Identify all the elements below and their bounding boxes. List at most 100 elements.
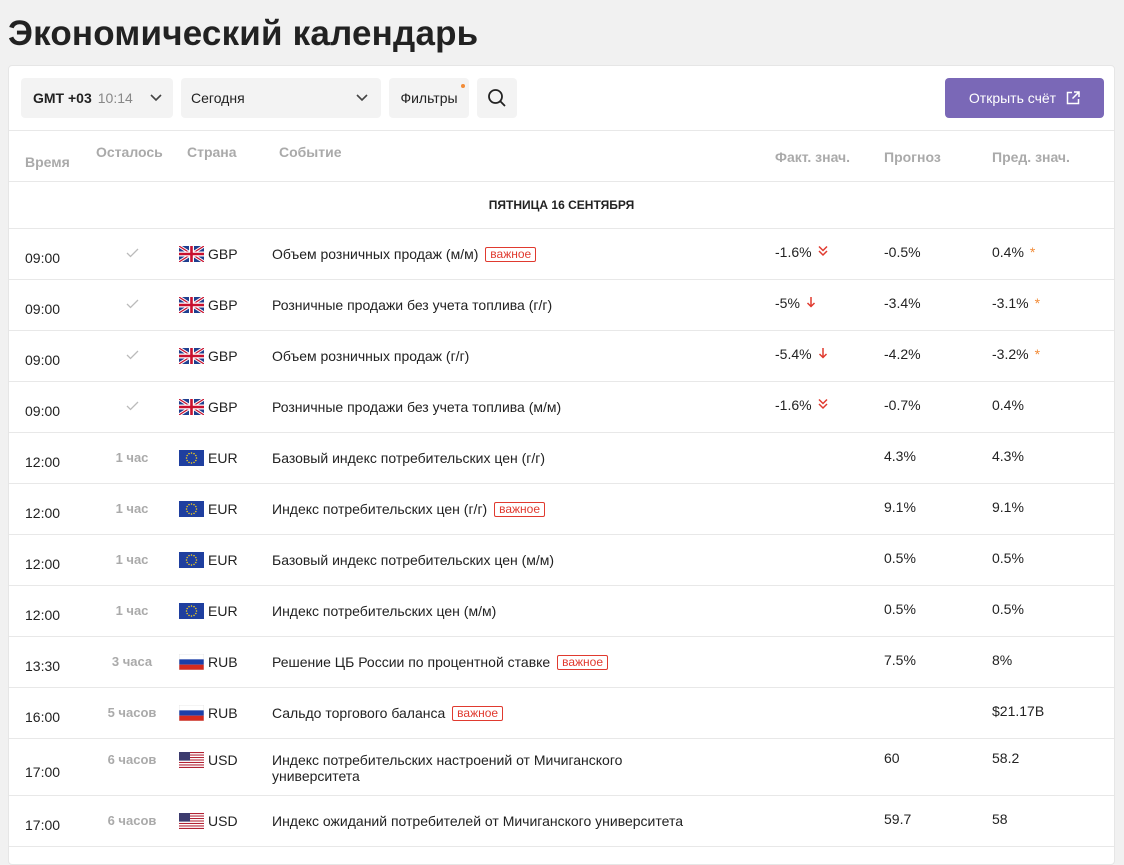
event-title[interactable]: Индекс потребительских цен (г/г)	[272, 501, 488, 517]
date-select[interactable]: Сегодня	[181, 78, 381, 118]
chevron-down-icon	[356, 94, 368, 102]
important-badge: важное	[452, 706, 504, 721]
event-title[interactable]: Розничные продажи без учета топлива (м/м…	[272, 399, 562, 415]
event-name[interactable]: Базовый индекс потребительских цен (м/м)	[272, 552, 712, 568]
event-title[interactable]: Базовый индекс потребительских цен (г/г)	[272, 450, 546, 466]
event-remaining: 1 час	[69, 552, 195, 567]
event-name[interactable]: Розничные продажи без учета топлива (м/м…	[272, 399, 712, 415]
event-name[interactable]: Базовый индекс потребительских цен (г/г)	[272, 450, 712, 466]
remaining-value: 6 часов	[107, 813, 157, 828]
event-remaining: 6 часов	[69, 813, 195, 828]
open-account-button[interactable]: Открыть счёт	[945, 78, 1104, 118]
important-badge: важное	[485, 247, 537, 262]
event-currency: RUB	[208, 705, 238, 721]
event-title[interactable]: Объем розничных продаж (м/м)	[272, 246, 479, 262]
event-forecast: -3.4%	[884, 295, 921, 311]
event-title[interactable]: Решение ЦБ России по процентной ставке	[272, 654, 551, 670]
event-name[interactable]: Объем розничных продаж (м/м) важное	[272, 246, 712, 262]
table-row[interactable]: 09:00 GBP Объем розничных продаж (г/г) -5.4…	[9, 331, 1114, 382]
event-forecast: 9.1%	[884, 499, 916, 515]
flag-eu-icon	[179, 552, 204, 568]
event-name[interactable]: Индекс потребительских цен (г/г) важное	[272, 501, 712, 517]
timezone-select[interactable]: GMT +03 10:14	[21, 78, 173, 118]
actual-value: -5%	[775, 295, 800, 311]
col-country[interactable]: Страна	[187, 144, 237, 160]
col-event[interactable]: Событие	[279, 144, 342, 160]
flag-eu-icon	[179, 603, 204, 619]
event-previous: -3.1% *	[992, 295, 1040, 311]
revised-star-icon: *	[1029, 244, 1036, 260]
event-forecast: 59.7	[884, 811, 912, 827]
table-row[interactable]: 09:00 GBP Объем розничных продаж (м/м) важ…	[9, 229, 1114, 280]
col-actual[interactable]: Факт. знач.	[775, 149, 851, 165]
table-row[interactable]: 16:00 5 часов RUB Сальдо торгового баланса …	[9, 688, 1114, 739]
done-check-icon	[126, 399, 139, 414]
event-currency: EUR	[208, 501, 238, 517]
event-title[interactable]: Объем розничных продаж (г/г)	[272, 348, 470, 364]
date-select-value: Сегодня	[191, 90, 245, 106]
event-name[interactable]: Объем розничных продаж (г/г)	[272, 348, 712, 364]
event-country: RUB	[179, 654, 238, 670]
double-chevron-down-icon	[818, 244, 828, 260]
event-country: EUR	[179, 450, 238, 466]
col-previous[interactable]: Пред. знач.	[992, 149, 1070, 165]
event-title[interactable]: Индекс ожиданий потребителей от Мичиганс…	[272, 813, 683, 829]
remaining-value: 1 час	[115, 501, 149, 516]
arrow-down-icon	[818, 346, 828, 362]
event-remaining	[69, 348, 195, 363]
event-currency: EUR	[208, 552, 238, 568]
done-check-icon	[126, 297, 139, 312]
col-forecast[interactable]: Прогноз	[884, 149, 941, 165]
event-currency: GBP	[208, 348, 238, 364]
event-title[interactable]: Сальдо торгового баланса	[272, 705, 446, 721]
event-title[interactable]: Базовый индекс потребительских цен (м/м)	[272, 552, 555, 568]
remaining-value: 3 часа	[111, 654, 153, 669]
event-title[interactable]: Индекс потребительских настроений от Мич…	[272, 752, 623, 784]
previous-value: 58	[992, 811, 1008, 827]
event-time: 09:00	[25, 301, 61, 317]
event-name[interactable]: Розничные продажи без учета топлива (г/г…	[272, 297, 712, 313]
event-time: 17:00	[25, 817, 61, 833]
table-row[interactable]: 12:00 1 час EUR Базовый индекс потребительс…	[9, 535, 1114, 586]
table-row[interactable]: 09:00 GBP Розничные продажи без учета топл…	[9, 382, 1114, 433]
event-time: 12:00	[25, 607, 61, 623]
table-header: Время Осталось Страна Событие Факт. знач…	[9, 130, 1114, 182]
event-title[interactable]: Индекс потребительских цен (м/м)	[272, 603, 497, 619]
previous-value: 58.2	[992, 750, 1020, 766]
search-button[interactable]	[477, 78, 517, 118]
flag-ru-icon	[179, 654, 204, 670]
table-row[interactable]: 13:30 3 часа RUB Решение ЦБ России по проце…	[9, 637, 1114, 688]
event-name[interactable]: Решение ЦБ России по процентной ставке в…	[272, 654, 712, 670]
table-row[interactable]: 12:00 1 час EUR Базовый индекс потребительс…	[9, 433, 1114, 484]
open-account-label: Открыть счёт	[968, 90, 1057, 106]
table-row[interactable]: 12:00 1 час EUR Индекс потребительских цен …	[9, 586, 1114, 637]
event-name[interactable]: Индекс потребительских настроений от Мич…	[272, 752, 712, 784]
col-remaining[interactable]: Осталось	[96, 144, 163, 160]
event-forecast: -0.7%	[884, 397, 921, 413]
event-remaining: 1 час	[69, 501, 195, 516]
event-actual: -1.6%	[775, 244, 828, 260]
event-country: EUR	[179, 501, 238, 517]
event-name[interactable]: Индекс потребительских цен (м/м)	[272, 603, 712, 619]
table-row[interactable]: 12:00 1 час EUR Индекс потребительских цен …	[9, 484, 1114, 535]
event-previous: 58.2	[992, 750, 1019, 766]
flag-gb-icon	[179, 297, 204, 313]
filters-button[interactable]: Фильтры	[389, 78, 469, 118]
day-header: ПЯТНИЦА 16 СЕНТЯБРЯ	[9, 182, 1114, 229]
flag-gb-icon	[179, 399, 204, 415]
event-title[interactable]: Розничные продажи без учета топлива (г/г…	[272, 297, 553, 313]
event-previous: 0.5%	[992, 601, 1024, 617]
event-country: GBP	[179, 399, 238, 415]
event-currency: USD	[208, 752, 238, 768]
table-row[interactable]: 09:00 GBP Розничные продажи без учета топл…	[9, 280, 1114, 331]
important-badge: важное	[494, 502, 546, 517]
actual-value: -5.4%	[775, 346, 812, 362]
event-name[interactable]: Индекс ожиданий потребителей от Мичиганс…	[272, 813, 712, 829]
event-time: 17:00	[25, 764, 61, 780]
day-header-label: ПЯТНИЦА 16 СЕНТЯБРЯ	[488, 198, 635, 212]
table-row[interactable]: 17:00 6 часов USD Индекс потребительских на…	[9, 739, 1114, 796]
col-time[interactable]: Время	[25, 154, 70, 170]
table-row[interactable]: 17:00 6 часов USD Индекс ожиданий потребите…	[9, 796, 1114, 847]
event-name[interactable]: Сальдо торгового баланса важное	[272, 705, 712, 721]
event-remaining	[69, 246, 195, 261]
